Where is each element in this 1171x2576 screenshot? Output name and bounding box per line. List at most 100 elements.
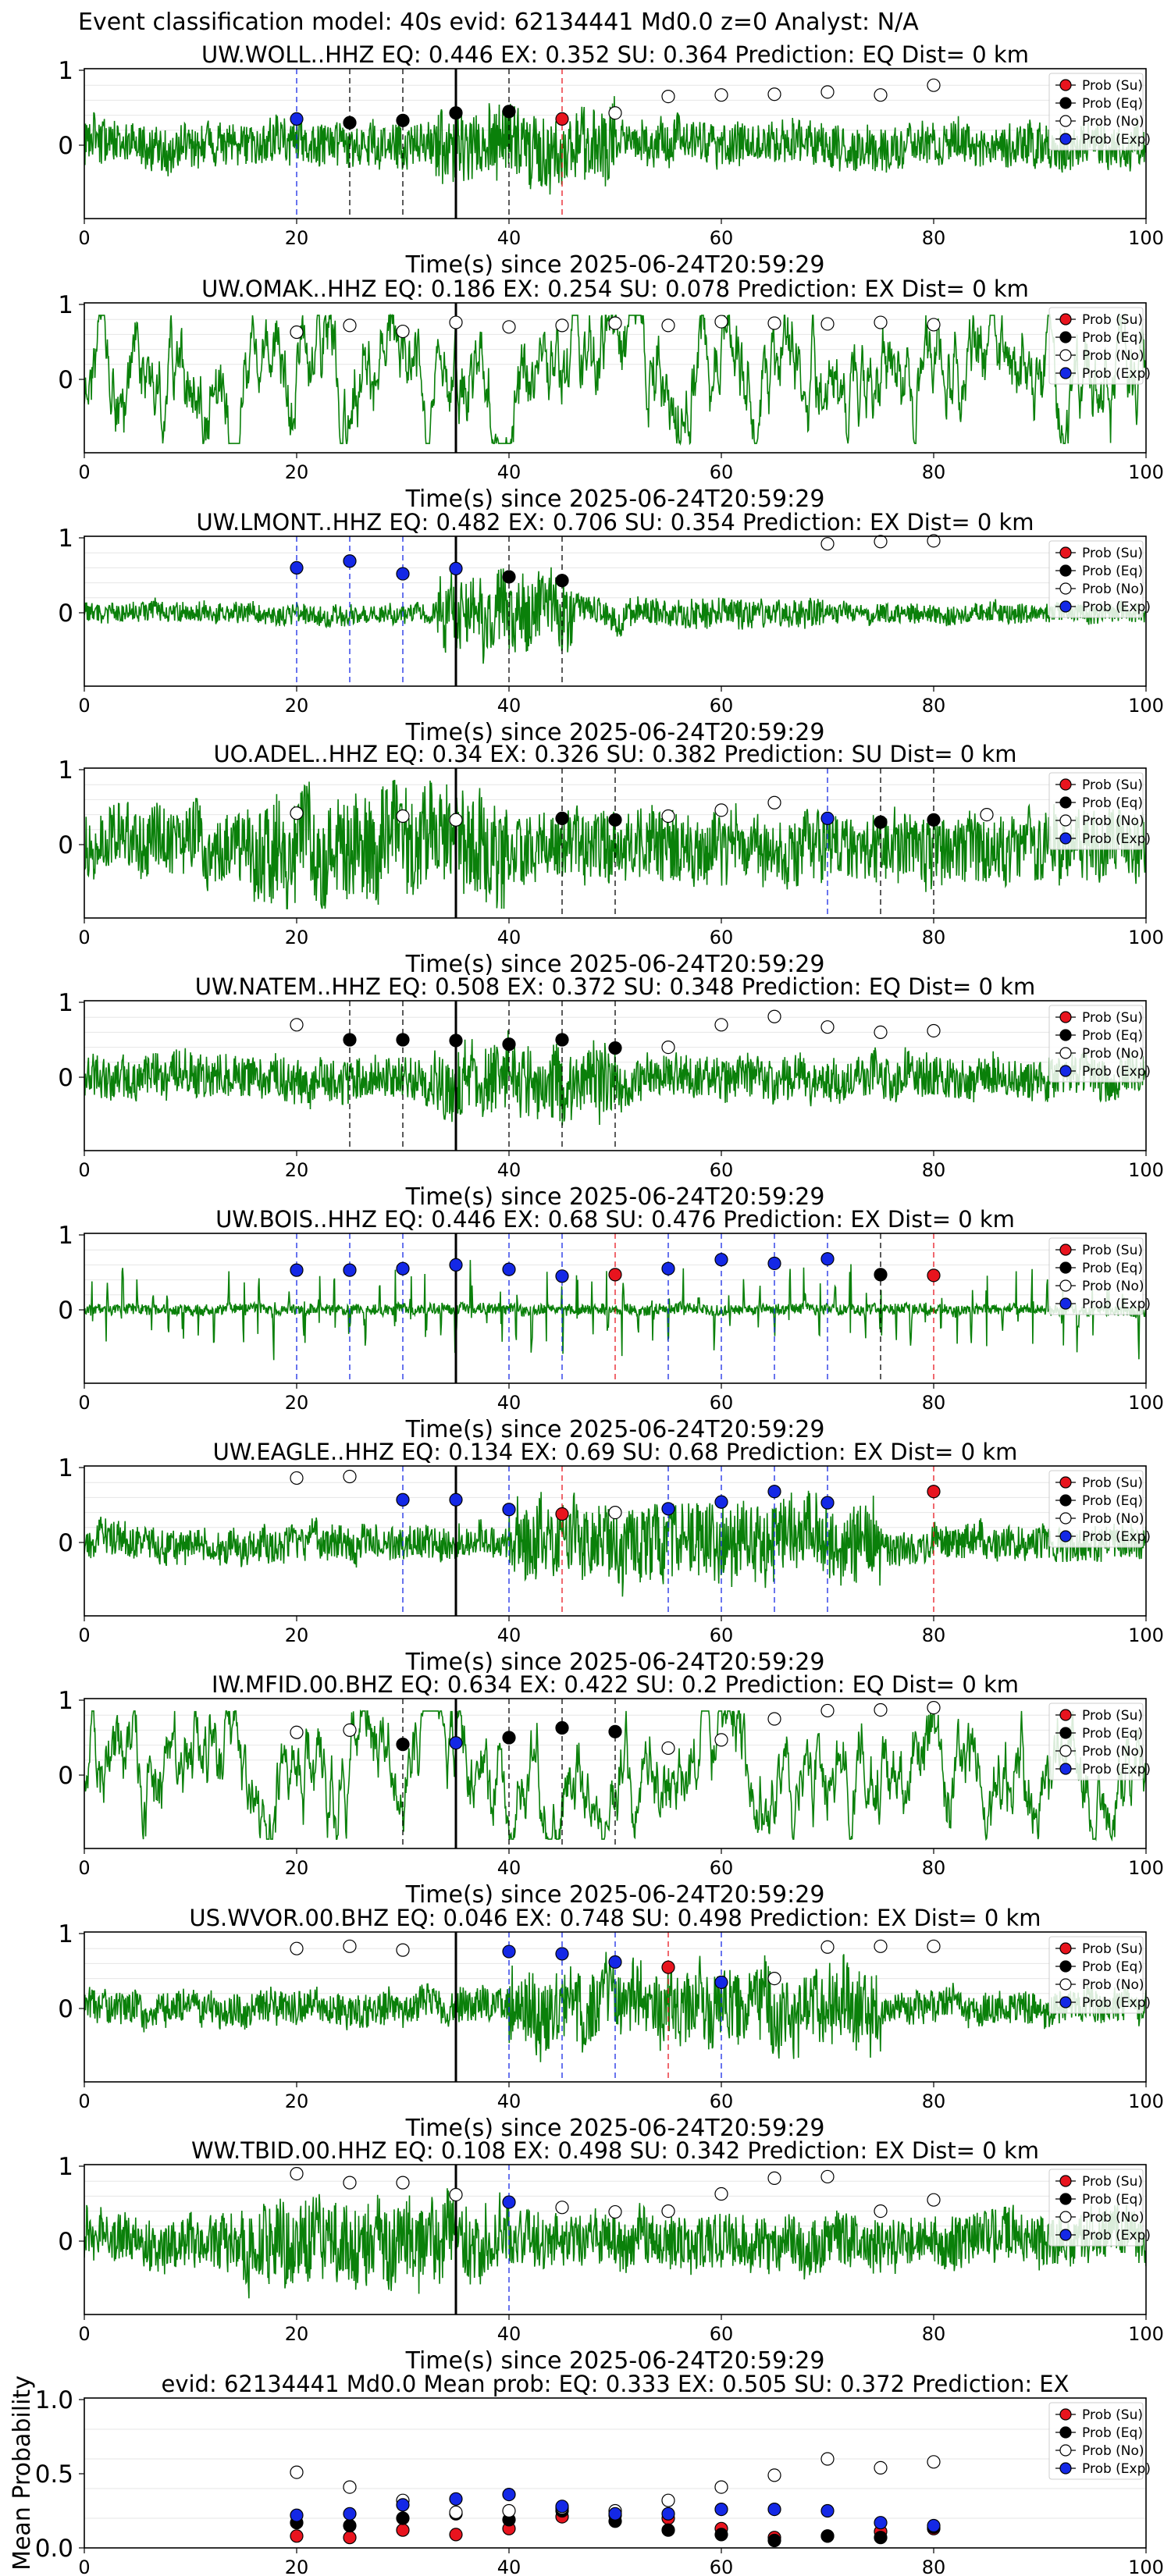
panel-title: UW.OMAK..HHZ EQ: 0.186 EX: 0.254 SU: 0.0… — [201, 276, 1029, 302]
x-tick-label: 40 — [497, 695, 521, 717]
x-tick-label: 20 — [285, 2090, 309, 2112]
waveform-trace — [84, 567, 1146, 664]
legend-marker-exp — [1059, 1530, 1072, 1542]
legend-label-su: Prob (Su) — [1082, 1941, 1143, 1957]
y-tick-label: 0 — [58, 1762, 73, 1790]
prob-marker-eq — [449, 1034, 463, 1048]
legend-label-no: Prob (No) — [1082, 1977, 1144, 1993]
prob-marker-no — [714, 88, 728, 102]
prob-marker-eq — [608, 1724, 622, 1738]
prob-marker-no — [396, 809, 410, 824]
legend-label-exp: Prob (Exp) — [1082, 600, 1151, 615]
prob-marker-no — [767, 316, 781, 330]
legend-marker-su — [1059, 1011, 1072, 1023]
panel-1: UW.WOLL..HHZ EQ: 0.446 EX: 0.352 SU: 0.3… — [58, 41, 1164, 279]
x-tick-label: 80 — [922, 1624, 946, 1646]
prob-marker-no — [608, 316, 622, 330]
x-tick-label: 40 — [497, 461, 521, 483]
legend-label-eq: Prob (Eq) — [1082, 1493, 1143, 1509]
y-tick-label: 0.5 — [35, 2460, 73, 2489]
mean-marker-eq — [661, 2523, 675, 2537]
legend-label-eq: Prob (Eq) — [1082, 564, 1143, 579]
x-tick-label: 60 — [710, 461, 734, 483]
prob-marker-no — [874, 2204, 888, 2218]
panel-title: IW.MFID.00.BHZ EQ: 0.634 EX: 0.422 SU: 0… — [212, 1671, 1019, 1698]
prob-marker-no — [874, 1025, 888, 1040]
prob-marker-no — [661, 318, 675, 333]
prob-marker-eq — [396, 113, 410, 127]
y-axis-label: Mean Probability — [9, 2375, 36, 2571]
x-tick-label: 0 — [78, 2556, 90, 2576]
prob-marker-exp — [290, 1263, 304, 1277]
prob-marker-exp — [820, 1252, 835, 1266]
y-tick-label: 1 — [58, 756, 73, 785]
legend-label-su: Prob (Su) — [1082, 2174, 1143, 2190]
legend-marker-su — [1059, 1709, 1072, 1721]
prob-marker-no — [714, 2186, 728, 2201]
legend-marker-exp — [1059, 367, 1072, 379]
prob-marker-no — [714, 803, 728, 817]
y-tick-label: 1 — [58, 525, 73, 553]
prob-marker-eq — [502, 1731, 516, 1745]
waveform-group — [84, 313, 1146, 447]
legend-marker-eq — [1059, 1494, 1072, 1507]
x-tick-label: 40 — [497, 927, 521, 948]
prob-marker-no — [343, 2176, 357, 2190]
plot-frame — [84, 535, 1147, 687]
x-tick-label: 0 — [78, 1624, 90, 1646]
prob-marker-no — [767, 1972, 781, 1986]
legend-label-su: Prob (Su) — [1082, 2407, 1143, 2423]
mean-marker-no — [502, 2503, 516, 2518]
prob-marker-eq — [449, 106, 463, 120]
x-tick-label: 20 — [285, 1857, 309, 1879]
legend-label-exp: Prob (Exp) — [1082, 1995, 1151, 2011]
y-tick-label: 1.0 — [35, 2386, 73, 2414]
prob-marker-no — [343, 1469, 357, 1484]
mean-marker-exp — [874, 2516, 888, 2530]
x-axis-label: Time(s) since 2025-06-24T20:59:29 — [405, 2115, 825, 2142]
prob-marker-eq — [608, 813, 622, 827]
x-tick-label: 80 — [922, 1392, 946, 1414]
prob-marker-exp — [820, 811, 835, 826]
x-tick-label: 60 — [710, 1624, 734, 1646]
legend-label-eq: Prob (Eq) — [1082, 96, 1143, 112]
x-tick-label: 60 — [710, 1857, 734, 1879]
prob-marker-no — [290, 2167, 304, 2181]
x-tick-label: 0 — [78, 1159, 90, 1181]
y-tick-label: 1 — [58, 57, 73, 85]
legend-box — [1048, 540, 1144, 618]
prob-marker-eq — [343, 1033, 357, 1047]
prob-marker-eq — [555, 1720, 569, 1735]
y-tick-label: 0 — [58, 1064, 73, 1092]
prob-marker-no — [555, 318, 569, 333]
mean-marker-su — [396, 2523, 410, 2537]
mean-marker-eq — [767, 2533, 781, 2548]
panel-9: US.WVOR.00.BHZ EQ: 0.046 EX: 0.748 SU: 0… — [58, 1905, 1164, 2142]
prob-marker-exp — [608, 1955, 622, 1969]
mean-marker-exp — [714, 2503, 728, 2517]
prob-marker-no — [767, 1712, 781, 1726]
panel-10: WW.TBID.00.HHZ EQ: 0.108 EX: 0.498 SU: 0… — [58, 2137, 1164, 2375]
x-tick-label: 0 — [78, 927, 90, 948]
legend-label-no: Prob (No) — [1082, 813, 1144, 829]
legend-label-exp: Prob (Exp) — [1082, 2461, 1151, 2477]
prob-marker-exp — [555, 1269, 569, 1283]
prob-marker-no — [927, 318, 941, 332]
plot-frame — [84, 1000, 1147, 1151]
mean-marker-exp — [343, 2507, 357, 2521]
y-tick-label: 1 — [58, 1920, 73, 1948]
mean-marker-no — [661, 2493, 675, 2507]
x-axis-label: Time(s) since 2025-06-24T20:59:29 — [405, 719, 825, 746]
prob-marker-exp — [661, 1502, 675, 1516]
y-tick-label: 0 — [58, 1529, 73, 1557]
x-tick-label: 80 — [922, 2323, 946, 2345]
panel-title: UW.LMONT..HHZ EQ: 0.482 EX: 0.706 SU: 0.… — [196, 509, 1034, 535]
prob-marker-no — [820, 1940, 835, 1954]
x-tick-label: 0 — [78, 2323, 90, 2345]
legend-marker-exp — [1059, 2462, 1072, 2475]
prob-marker-eq — [874, 815, 888, 829]
panel-title: UW.EAGLE..HHZ EQ: 0.134 EX: 0.69 SU: 0.6… — [213, 1439, 1018, 1465]
y-tick-label: 0 — [58, 1995, 73, 2023]
legend-label-eq: Prob (Eq) — [1082, 1028, 1143, 1044]
y-tick-label: 1 — [58, 1687, 73, 1715]
